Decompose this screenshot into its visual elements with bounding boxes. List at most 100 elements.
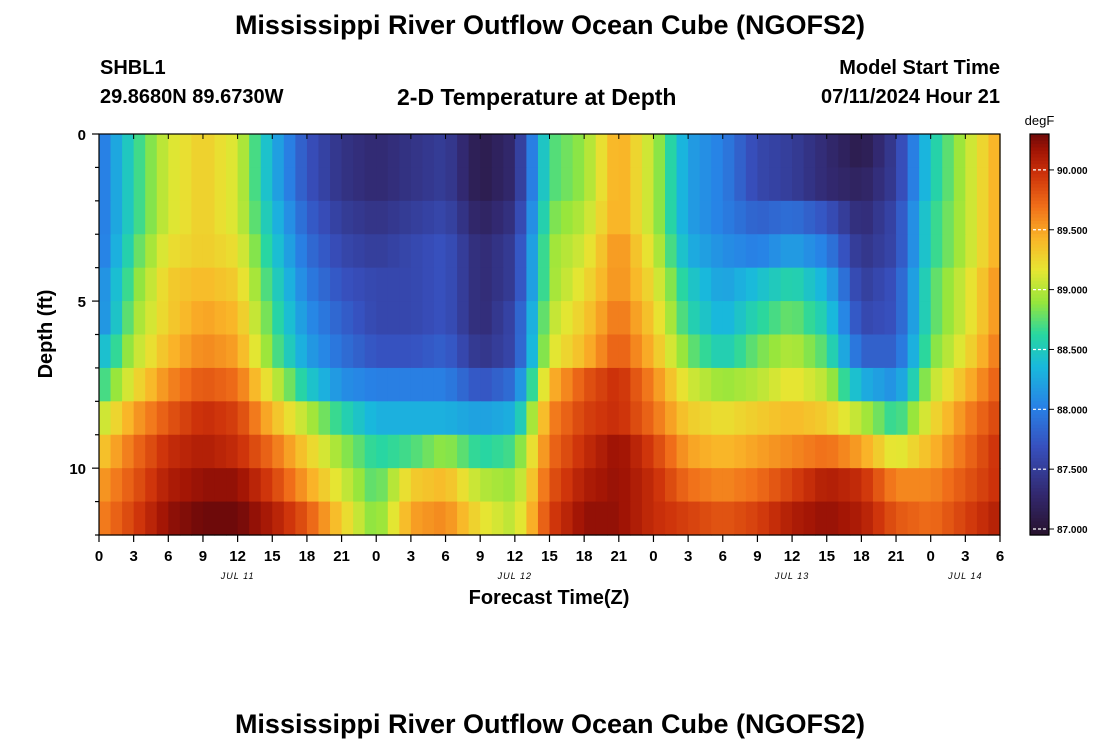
heatmap-cell: [249, 468, 262, 503]
colorbar-segment: [1030, 504, 1049, 509]
heatmap-cell: [561, 468, 574, 503]
heatmap-cell: [907, 334, 920, 369]
heatmap-cell: [514, 301, 527, 336]
heatmap-cell: [815, 134, 828, 169]
x-tick-label: 9: [476, 548, 484, 565]
x-tick-label: 3: [684, 548, 692, 565]
heatmap-cell: [722, 401, 735, 436]
heatmap-cell: [202, 501, 216, 536]
heatmap-cell: [618, 334, 631, 369]
heatmap-cell: [607, 367, 620, 402]
heatmap-cell: [191, 301, 204, 336]
heatmap-cell: [249, 301, 262, 336]
heatmap-cell: [838, 301, 851, 336]
x-tick-label: 3: [407, 548, 415, 565]
heatmap-cell: [179, 200, 193, 235]
heatmap-cell: [722, 334, 735, 369]
footer-title: Mississippi River Outflow Ocean Cube (NG…: [234, 709, 866, 739]
y-axis: 0 5 10: [69, 127, 99, 536]
heatmap-cell: [607, 434, 620, 469]
x-axis-label: Forecast Time(Z): [469, 587, 630, 609]
heatmap-cell: [838, 267, 851, 302]
heatmap-cell: [376, 501, 389, 536]
heatmap-cell: [445, 367, 458, 402]
heatmap-cell: [168, 301, 181, 336]
heatmap-cell: [896, 200, 909, 235]
heatmap-cell: [861, 401, 874, 436]
heatmap-cell: [330, 401, 343, 436]
heatmap-cell: [641, 234, 655, 269]
heatmap-cell: [618, 468, 631, 503]
heatmap-cells: [99, 134, 1001, 536]
heatmap-cell: [468, 334, 481, 369]
colorbar-segment: [1030, 454, 1049, 459]
heatmap-cell: [272, 234, 285, 269]
heatmap-cell: [272, 134, 285, 169]
colorbar-segment: [1030, 230, 1049, 235]
heatmap-cell: [641, 401, 655, 436]
heatmap-cell: [815, 267, 828, 302]
heatmap-cell: [330, 267, 343, 302]
heatmap-cell: [260, 401, 273, 436]
heatmap-cell: [514, 434, 527, 469]
heatmap-cell: [653, 167, 666, 202]
heatmap-cell: [514, 234, 527, 269]
heatmap-cell: [480, 401, 493, 436]
heatmap-cell: [156, 134, 169, 169]
heatmap-cell: [549, 468, 562, 503]
colorbar-segment: [1030, 190, 1049, 195]
heatmap-cell: [665, 367, 678, 402]
heatmap-cell: [930, 134, 943, 169]
heatmap-cell: [330, 301, 343, 336]
heatmap-cell: [896, 167, 909, 202]
heatmap-cell: [780, 234, 793, 269]
heatmap-cell: [202, 167, 216, 202]
heatmap-cell: [711, 334, 724, 369]
heatmap-cell: [688, 301, 701, 336]
heatmap-cell: [364, 367, 377, 402]
heatmap-cell: [99, 468, 112, 503]
colorbar-segment: [1030, 154, 1049, 158]
heatmap-cell: [595, 434, 608, 469]
colorbar-tick-label: 87.500: [1057, 465, 1088, 476]
heatmap-cell: [953, 267, 966, 302]
heatmap-cell: [757, 234, 770, 269]
heatmap-cell: [226, 367, 239, 402]
heatmap-cell: [353, 200, 366, 235]
heatmap-cell: [226, 267, 239, 302]
heatmap-cell: [711, 434, 724, 469]
heatmap-cell: [537, 167, 551, 202]
x-tick-label: 6: [719, 548, 727, 565]
heatmap-cell: [353, 267, 366, 302]
heatmap-cell: [110, 468, 123, 503]
heatmap-cell: [480, 267, 493, 302]
heatmap-cell: [699, 468, 712, 503]
heatmap-cell: [237, 267, 250, 302]
heatmap-cell: [422, 167, 435, 202]
heatmap-cell: [503, 334, 516, 369]
heatmap-cell: [630, 267, 643, 302]
heatmap-cell: [156, 167, 169, 202]
heatmap-cell: [884, 234, 897, 269]
heatmap-cell: [884, 334, 897, 369]
heatmap-cell: [122, 334, 135, 369]
heatmap-cell: [676, 234, 689, 269]
heatmap-cell: [896, 401, 909, 436]
heatmap-cell: [584, 401, 597, 436]
heatmap-cell: [491, 134, 504, 169]
x-tick-label: 15: [818, 548, 835, 565]
heatmap-cell: [768, 200, 782, 235]
heatmap-cell: [410, 234, 424, 269]
heatmap-cell: [745, 367, 759, 402]
colorbar-segment: [1030, 140, 1049, 145]
heatmap-cell: [179, 267, 193, 302]
heatmap-cell: [722, 301, 735, 336]
heatmap-cell: [179, 434, 193, 469]
heatmap-cell: [214, 301, 227, 336]
heatmap-cell: [942, 134, 955, 169]
heatmap-cell: [988, 134, 1001, 169]
heatmap-cell: [480, 234, 493, 269]
heatmap-cell: [272, 334, 285, 369]
heatmap-cell: [110, 367, 123, 402]
heatmap-cell: [295, 468, 308, 503]
